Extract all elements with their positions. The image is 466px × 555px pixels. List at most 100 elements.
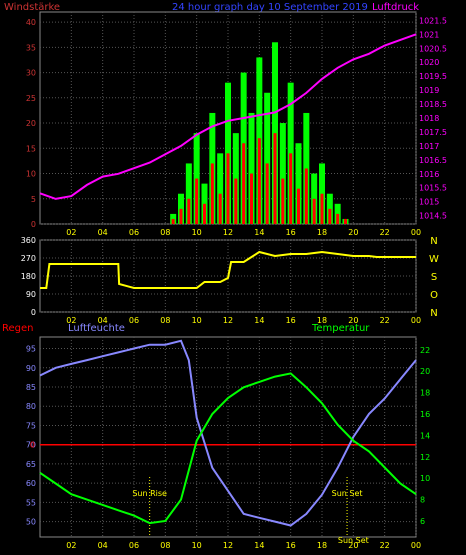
humidity-line: [39, 339, 417, 527]
pressure-tick-label: 1015: [419, 198, 439, 207]
wind-speed-bar: [257, 138, 261, 224]
pressure-tick-label: 1020.5: [419, 44, 447, 53]
wind-speed-bar: [312, 198, 316, 224]
time-tick-label: 22: [380, 228, 390, 237]
time-tick-label: 00: [411, 541, 421, 550]
rain-tick-label: 0: [30, 441, 35, 450]
wind-speed-bar: [336, 213, 340, 224]
wind-speed-bar: [210, 163, 214, 224]
sun-annotation: Sun Set: [332, 489, 363, 498]
rain-title: Regen: [2, 323, 34, 334]
compass-label: S: [431, 272, 437, 283]
time-tick-label: 12: [223, 541, 233, 550]
wind-speed-bar: [195, 178, 199, 224]
pressure-tick-label: 1015.5: [419, 184, 447, 193]
compass-label: W: [429, 254, 439, 265]
wind-speed-bar: [226, 153, 230, 224]
humidity-title: Luftfeuchte: [68, 323, 125, 334]
wind-tick-label: 10: [26, 170, 36, 179]
direction-tick-label: 0: [31, 308, 36, 317]
humidity-tick-label: 55: [26, 498, 36, 507]
humidity-temperature-series: [39, 339, 417, 527]
wind-speed-bar: [304, 168, 308, 224]
wind-pressure-axes: 05101520253035401014.510151015.510161016…: [26, 16, 447, 237]
time-tick-label: 18: [317, 228, 327, 237]
chart-title: 24 hour graph day 10 September 2019: [172, 2, 368, 13]
wind-speed-bar: [289, 153, 293, 224]
time-tick-label: 12: [223, 228, 233, 237]
humidity-tick-label: 65: [26, 460, 36, 469]
pressure-tick-label: 1019: [419, 86, 439, 95]
time-tick-label: 12: [223, 316, 233, 325]
wind-speed-bar: [273, 133, 277, 224]
pressure-tick-label: 1018: [419, 114, 439, 123]
humidity-tick-label: 85: [26, 383, 36, 392]
direction-tick-label: 90: [26, 290, 36, 299]
time-tick-label: 16: [286, 541, 296, 550]
humidity-tick-label: 80: [26, 402, 36, 411]
gust-bar: [185, 163, 192, 224]
temperature-tick-label: 6: [420, 517, 425, 526]
temperature-tick-label: 20: [420, 367, 430, 376]
pressure-tick-label: 1021.5: [419, 16, 447, 25]
wind-axis-title: Windstärke: [4, 2, 60, 13]
time-tick-label: 08: [160, 316, 170, 325]
gust-bar: [248, 112, 255, 224]
time-tick-label: 04: [98, 228, 108, 237]
humidity-tick-label: 70: [26, 441, 36, 450]
pressure-axis-title: Luftdruck: [372, 2, 419, 13]
time-tick-label: 04: [98, 316, 108, 325]
temperature-line: [39, 372, 417, 525]
time-tick-label: 04: [98, 541, 108, 550]
pressure-tick-label: 1019.5: [419, 72, 447, 81]
wind-tick-label: 15: [26, 144, 36, 153]
sun-annotation: Sun Rise: [132, 489, 167, 498]
direction-tick-label: 180: [21, 272, 36, 281]
wind-speed-bar: [203, 203, 206, 224]
time-tick-label: 10: [192, 228, 202, 237]
time-tick-label: 08: [160, 541, 170, 550]
humidity-tick-label: 60: [26, 479, 36, 488]
wind-speed-bar: [297, 188, 300, 224]
time-tick-label: 16: [286, 228, 296, 237]
temperature-tick-label: 8: [420, 496, 425, 505]
time-tick-label: 10: [192, 316, 202, 325]
time-tick-label: 10: [192, 541, 202, 550]
humidity-tick-label: 95: [26, 345, 36, 354]
time-tick-label: 22: [380, 316, 390, 325]
wind-speed-bar: [242, 143, 246, 224]
wind-speed-bar: [281, 178, 285, 224]
pressure-tick-label: 1017: [419, 142, 439, 151]
wind-tick-label: 5: [31, 195, 36, 204]
temperature-tick-label: 16: [420, 410, 430, 419]
compass-label: O: [430, 290, 438, 301]
time-tick-label: 14: [254, 228, 264, 237]
wind-speed-bar: [218, 193, 222, 224]
time-tick-label: 20: [348, 541, 358, 550]
humidity-tick-label: 75: [26, 421, 36, 430]
gust-bar: [217, 153, 224, 224]
time-tick-label: 06: [129, 541, 139, 550]
temperature-tick-label: 10: [420, 474, 430, 483]
gust-bar: [264, 92, 271, 224]
time-tick-label: 22: [380, 541, 390, 550]
humidity-tick-label: 90: [26, 364, 36, 373]
wind-speed-bar: [187, 198, 191, 224]
pressure-series: [39, 33, 417, 200]
time-tick-label: 06: [129, 316, 139, 325]
direction-tick-label: 270: [21, 254, 36, 263]
pressure-tick-label: 1020: [419, 58, 439, 67]
time-tick-label: 08: [160, 228, 170, 237]
pressure-tick-label: 1014.5: [419, 212, 447, 221]
pressure-tick-label: 1016: [419, 170, 439, 179]
wind-tick-label: 20: [26, 119, 36, 128]
time-tick-label: 02: [66, 228, 76, 237]
temperature-tick-label: 12: [420, 453, 430, 462]
wind-direction-series: [40, 250, 416, 289]
pressure-tick-label: 1018.5: [419, 100, 447, 109]
temperature-tick-label: 22: [420, 346, 430, 355]
wind-speed-bar: [265, 163, 269, 224]
wind-tick-label: 30: [26, 69, 36, 78]
compass-label: N: [430, 236, 437, 247]
